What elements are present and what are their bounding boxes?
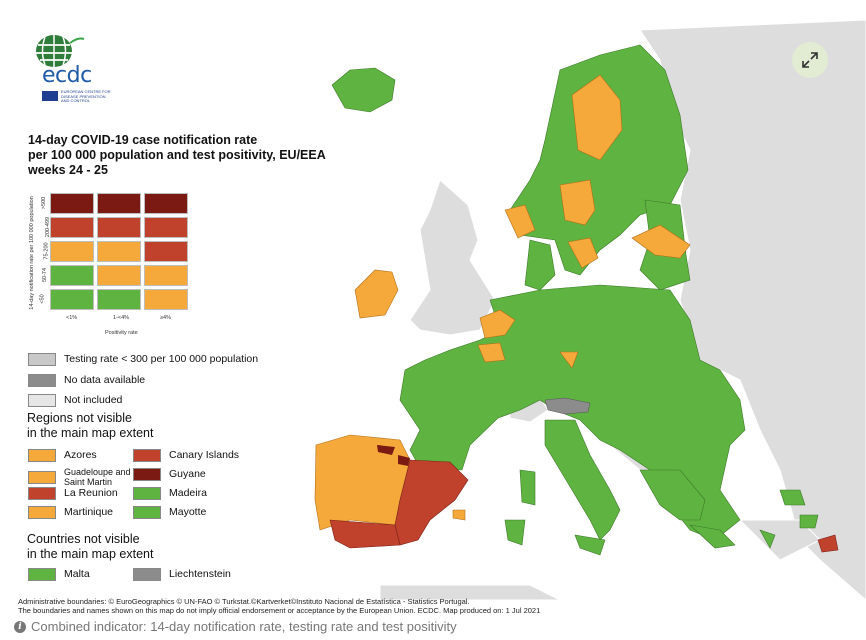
country-label: Malta: [64, 568, 90, 580]
no-data-areas: [544, 397, 591, 415]
expand-icon: [802, 52, 818, 68]
title-line-3: weeks 24 - 25: [28, 163, 108, 177]
logo-text: ecdc: [42, 63, 92, 88]
info-icon: i: [14, 620, 26, 633]
logo-subtitle: EUROPEAN CENTRE FOR DISEASE PREVENTION A…: [61, 89, 111, 103]
testing-rate-swatch: [28, 352, 56, 366]
matrix-cell: [144, 217, 188, 238]
legend-not-included: Not included: [28, 393, 122, 407]
region-item: Azores: [28, 448, 97, 462]
region-swatch: [28, 505, 56, 519]
matrix-cell: [97, 289, 141, 310]
matrix-y-tick: 200-499: [45, 216, 52, 238]
region-item: Madeira: [133, 486, 207, 500]
region-swatch: [28, 448, 56, 462]
matrix-cell: [97, 241, 141, 262]
region-item: Martinique: [28, 505, 113, 519]
region-label: Azores: [64, 449, 97, 461]
region-label: Madeira: [169, 487, 207, 499]
red-areas: [329, 459, 839, 553]
legend-matrix: >500 200-499 75-200 50-74 <50 <1% 1-<4% ≥4% Posi…: [40, 193, 195, 343]
region-label: Guyane: [169, 468, 206, 480]
title-line-2: per 100 000 population and test positivi…: [28, 148, 326, 162]
caption: i Combined indicator: 14-day notificatio…: [14, 619, 457, 634]
region-swatch: [133, 448, 161, 462]
matrix-cell: [144, 265, 188, 286]
matrix-cell: [50, 193, 94, 214]
region-swatch: [133, 505, 161, 519]
matrix-cell: [97, 193, 141, 214]
country-swatch: [28, 567, 56, 581]
matrix-cell: [50, 217, 94, 238]
attribution: Administrative boundaries: © EuroGeograp…: [18, 597, 541, 615]
region-swatch: [133, 467, 161, 481]
region-swatch: [28, 486, 56, 500]
matrix-x-tick: <1%: [66, 315, 78, 321]
matrix-cell: [97, 217, 141, 238]
region-item: Mayotte: [133, 505, 206, 519]
orange-areas: [314, 74, 691, 531]
legend-testing-rate: Testing rate < 300 per 100 000 populatio…: [28, 352, 258, 366]
country-item: Liechtenstein: [133, 567, 231, 581]
matrix-y-axis-label: 14-day notification rate per 100 000 pop…: [29, 196, 35, 310]
region-label: Martinique: [64, 506, 114, 518]
countries-title: Countries not visible in the main map ex…: [27, 532, 154, 561]
matrix-cell: [50, 241, 94, 262]
region-label: Canary Islands: [169, 449, 240, 461]
region-label: La Reunion: [64, 487, 118, 499]
dark-red-areas: [377, 445, 410, 466]
matrix-y-tick: >500: [41, 196, 48, 210]
matrix-cell: [97, 265, 141, 286]
matrix-cell: [144, 241, 188, 262]
globe-icon: [36, 35, 85, 67]
country-item: Malta: [28, 567, 90, 581]
map-title: 14-day COVID-19 case notification rate p…: [28, 133, 358, 178]
region-item: Canary Islands: [133, 448, 239, 462]
region-label: Guadeloupe and Saint Martin: [64, 467, 131, 487]
country-label: Liechtenstein: [169, 568, 231, 580]
legend-no-data: No data available: [28, 373, 145, 387]
region-swatch: [28, 470, 56, 484]
not-included-swatch: [28, 393, 56, 407]
matrix-x-tick: 1-<4%: [113, 315, 130, 321]
matrix-cell: [50, 289, 94, 310]
region-item: Guyane: [133, 467, 206, 481]
matrix-x-axis-label: Positivity rate: [105, 330, 138, 336]
matrix-x-tick: ≥4%: [160, 315, 171, 321]
country-swatch: [133, 567, 161, 581]
expand-button[interactable]: [792, 42, 828, 78]
eu-flag-icon: [42, 91, 58, 101]
region-item: Guadeloupe and Saint Martin: [28, 467, 144, 487]
matrix-y-tick: 50-74: [42, 267, 49, 283]
matrix-cell: [144, 289, 188, 310]
region-label: Mayotte: [169, 506, 207, 518]
regions-title: Regions not visible in the main map exte…: [27, 411, 154, 440]
matrix-y-tick: 75-200: [43, 242, 50, 260]
matrix-cell: [50, 265, 94, 286]
title-line-1: 14-day COVID-19 case notification rate: [28, 133, 258, 147]
region-swatch: [133, 486, 161, 500]
region-item: La Reunion: [28, 486, 118, 500]
ecdc-logo: ecdc EUROPEAN CENTRE FOR DISEASE PREVENT…: [28, 33, 138, 103]
matrix-y-tick: <50: [39, 294, 46, 304]
no-data-swatch: [28, 373, 56, 387]
matrix-cell: [144, 193, 188, 214]
